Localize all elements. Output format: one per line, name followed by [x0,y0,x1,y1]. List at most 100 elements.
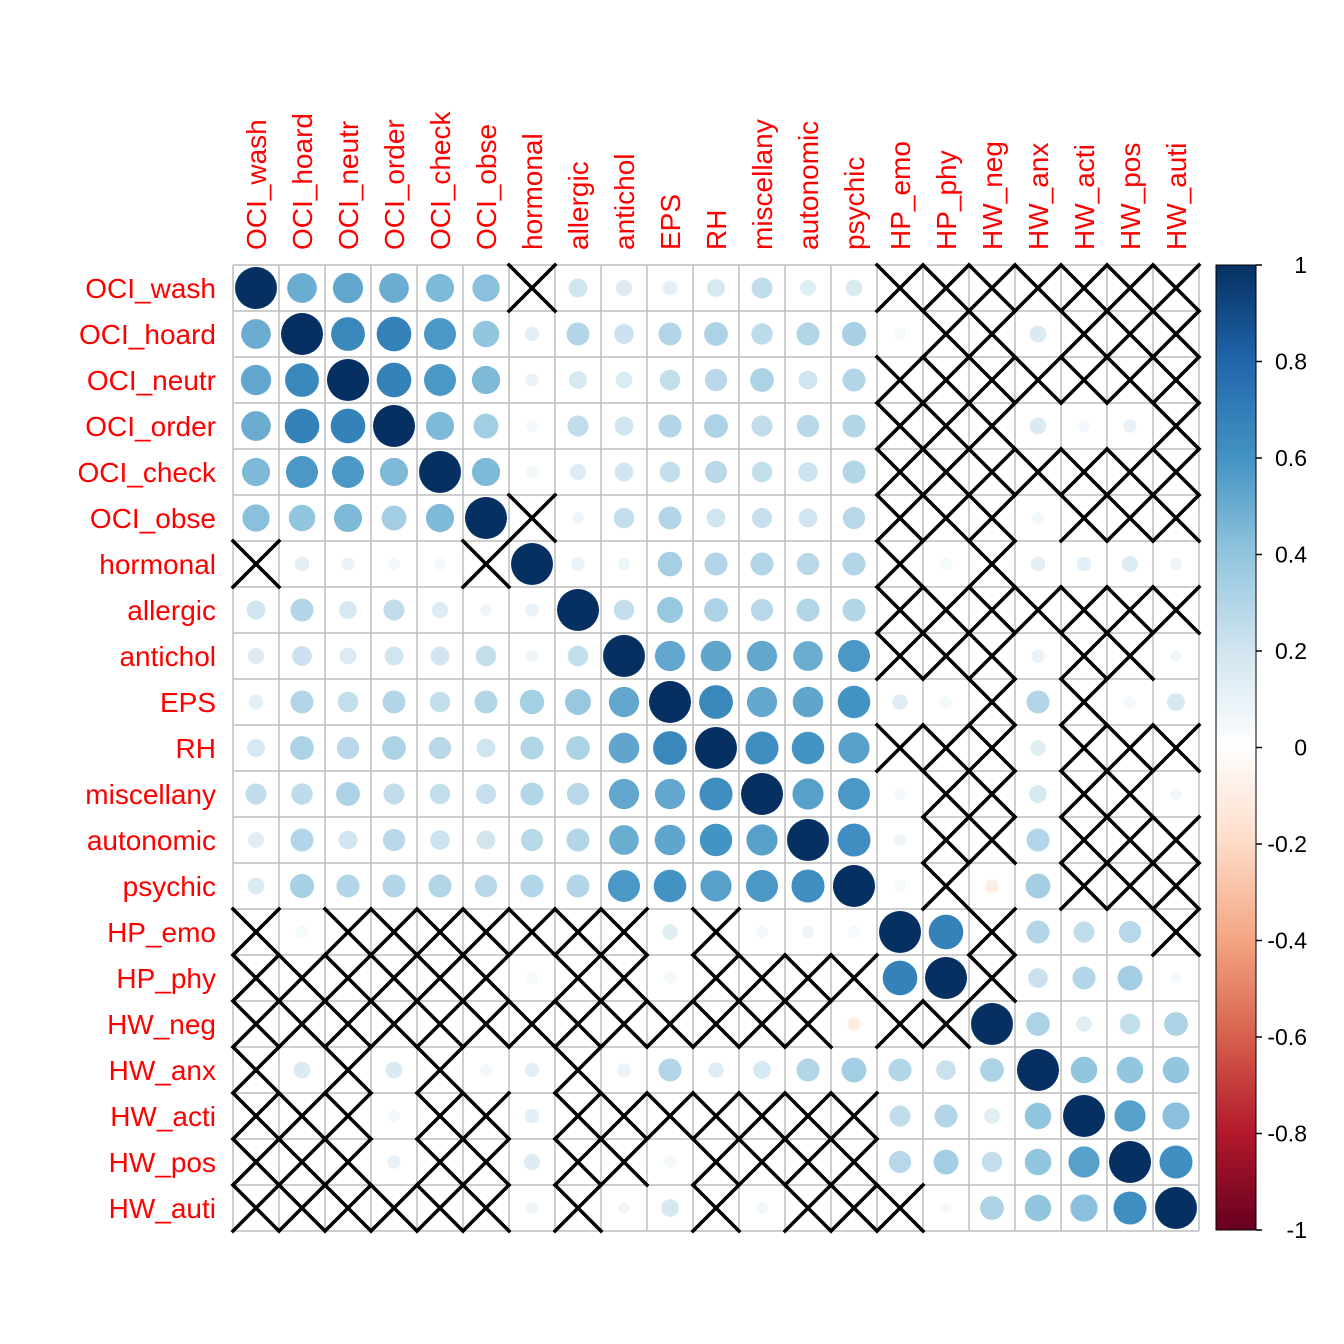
non-significant-cross [1104,768,1156,820]
non-significant-cross [920,768,972,820]
non-significant-cross [736,1136,788,1188]
colorbar-tick-label: 0 [1294,735,1307,761]
correlation-circle [1109,1141,1151,1183]
correlation-circle [569,463,587,481]
correlation-circle [707,279,725,297]
correlation-circle [285,363,319,397]
non-significant-cross [552,952,604,1004]
correlation-circle [1170,558,1182,570]
correlation-circle [526,650,538,662]
correlation-circle [341,557,355,571]
correlation-circle [520,828,544,852]
row-label: autonomic [87,825,216,856]
correlation-circle [465,497,507,539]
correlation-circle [290,598,314,622]
non-significant-cross [506,906,558,958]
column-label: antichol [609,153,640,250]
correlation-circle [382,874,406,898]
correlation-circle [1024,1102,1052,1130]
non-significant-cross [920,630,972,682]
correlation-circle [373,405,415,447]
non-significant-cross [736,952,788,1004]
correlation-circle [383,783,405,805]
non-significant-cross [1150,584,1202,636]
non-significant-cross [874,538,926,590]
correlation-circle [847,1017,861,1031]
column-label: HW_pos [1115,143,1146,250]
non-significant-cross [920,998,972,1050]
correlation-circle [339,601,357,619]
non-significant-cross [230,952,282,1004]
correlation-circle [429,783,451,805]
column-label: HW_neg [977,141,1008,250]
correlation-circle [798,370,818,390]
correlation-circle [609,825,639,855]
correlation-circle [566,782,590,806]
non-significant-cross [506,492,558,544]
correlation-circle [524,1108,540,1124]
row-labels: OCI_wash OCI_hoard OCI_neutr OCI_order OCI_c… [78,273,217,1224]
correlation-circle [474,874,498,898]
correlation-circle [1117,965,1143,991]
correlation-circle [1072,966,1096,990]
correlation-circle [841,1057,867,1083]
non-significant-cross [920,814,972,866]
non-significant-cross [874,998,926,1050]
non-significant-cross [598,906,650,958]
correlation-circle [337,691,359,713]
non-significant-cross [1150,814,1202,866]
correlation-circle [654,778,686,810]
correlation-circle [608,686,640,718]
correlation-circle [289,873,315,899]
non-significant-cross [966,676,1018,728]
correlation-circle [292,646,312,666]
colorbar-tick-label: 0.6 [1275,445,1307,471]
correlation-circle [424,364,456,396]
non-significant-cross [368,952,420,1004]
correlation-circle [526,972,538,984]
non-significant-cross [966,952,1018,1004]
non-significant-cross [230,906,282,958]
non-significant-cross [1104,814,1156,866]
correlation-circle [796,552,820,576]
correlation-circle [704,322,728,346]
correlation-circle [290,690,314,714]
non-significant-cross [690,1090,742,1142]
correlation-circle [841,321,867,347]
correlation-circle [480,604,492,616]
non-significant-cross [1058,722,1110,774]
row-label: miscellany [85,779,216,810]
correlation-circle [1159,1145,1193,1179]
correlation-circle [424,318,456,350]
correlation-circle [925,957,967,999]
correlation-circle [526,466,538,478]
non-significant-cross [1058,860,1110,912]
correlation-circle [1029,785,1047,803]
correlation-circle [1119,1013,1141,1035]
non-significant-cross [1150,400,1202,452]
correlation-circle [700,640,732,672]
non-significant-cross [276,1136,328,1188]
colorbar-tick-label: 0.4 [1275,542,1307,568]
correlation-circle [700,870,732,902]
non-significant-cross [322,1090,374,1142]
non-significant-cross [1012,446,1064,498]
non-significant-cross [920,308,972,360]
correlation-circle [281,313,323,355]
row-label: HW_auti [109,1193,216,1224]
correlation-circle [746,686,778,718]
correlation-circle [1030,556,1046,572]
correlation-circle [662,280,678,296]
correlation-circle [746,870,778,902]
correlation-circle [1118,920,1142,944]
correlation-circle [980,1058,1004,1082]
correlation-circle [1162,1056,1190,1084]
correlation-circle [291,783,313,805]
non-significant-cross [322,952,374,1004]
non-significant-cross [1150,262,1202,314]
correlation-circle [296,926,308,938]
correlation-circle [379,457,409,487]
correlation-circle [472,320,500,348]
correlation-circle [428,874,452,898]
correlation-circle [614,416,634,436]
